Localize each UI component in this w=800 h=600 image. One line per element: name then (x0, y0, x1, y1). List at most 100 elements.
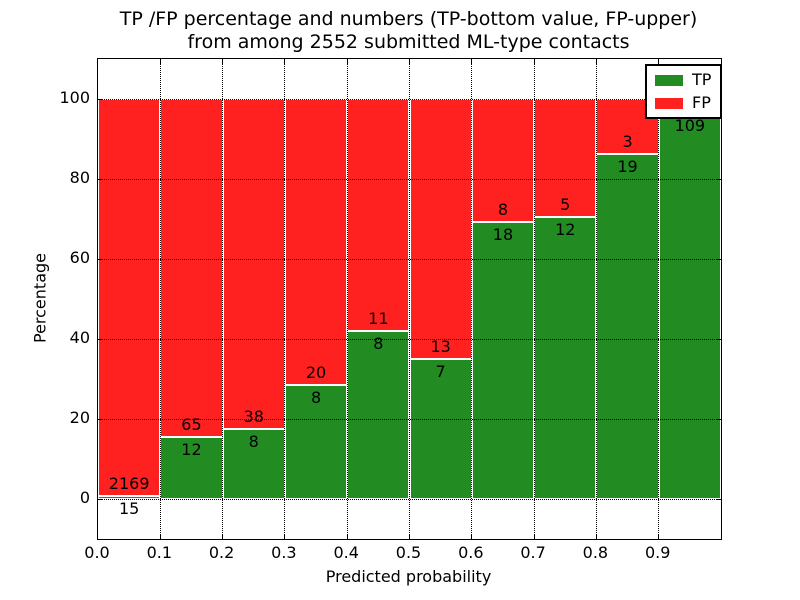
y-tick-label: 60 (69, 248, 90, 267)
x-tick-mark (533, 59, 535, 64)
bar-segment-tp (409, 359, 472, 499)
legend-swatch-tp (655, 74, 683, 86)
y-tick-label: 20 (69, 408, 90, 427)
legend: TP FP (645, 64, 723, 119)
x-tick-mark (222, 534, 224, 539)
bar-label-fp: 3 (622, 131, 633, 151)
x-tick-mark (658, 59, 660, 64)
bar-segment-tp (658, 113, 721, 499)
bar-segment-fp (284, 99, 348, 385)
x-tick-mark (159, 534, 161, 539)
gridline-vertical (284, 59, 286, 539)
legend-label: TP (692, 70, 712, 89)
bar-segment-tp (160, 436, 223, 499)
legend-row: TP (655, 71, 711, 89)
bar-label-tp: 19 (617, 156, 638, 176)
bar-segment-tp (222, 429, 285, 499)
y-tick-mark (716, 418, 721, 420)
x-tick-mark (409, 534, 410, 539)
bar-segment-fp (160, 99, 223, 437)
bar-label-fp: 5 (560, 194, 571, 214)
gridline-vertical (471, 59, 473, 539)
x-tick-label: 0.7 (520, 543, 546, 562)
x-tick-label: 0.8 (582, 543, 609, 562)
bar-segment-fp (471, 99, 535, 223)
bar-segment-tp (471, 222, 535, 499)
bar-segment-tp (596, 153, 659, 499)
bar-label-fp: 11 (368, 308, 389, 328)
bar-label-tp: 109 (674, 116, 706, 136)
chart-title-line2: from among 2552 submitted ML-type contac… (187, 31, 630, 53)
x-tick-mark (471, 59, 473, 64)
bar-label-tp: 12 (555, 219, 576, 239)
bar-label-fp: 65 (181, 414, 202, 434)
gridline-vertical (409, 59, 410, 539)
bar-label-tp: 7 (435, 362, 446, 381)
x-tick-mark (284, 534, 286, 539)
bar-segment-fp (409, 99, 472, 359)
bar-label-fp: 38 (243, 407, 264, 427)
bar-label-tp: 15 (118, 499, 140, 519)
y-tick-mark (98, 258, 103, 260)
gridline-vertical (658, 59, 660, 539)
bar-label-tp: 8 (373, 333, 384, 353)
bar-segment-tp (347, 330, 410, 499)
legend-label: FP (692, 93, 711, 112)
bar-label-tp: 8 (248, 432, 259, 452)
bar-label-tp: 12 (181, 439, 202, 459)
x-tick-label: 0.4 (333, 543, 359, 562)
bar-label-fp: 13 (430, 337, 451, 356)
x-tick-mark (533, 534, 535, 539)
x-tick-mark (222, 59, 224, 64)
y-tick-label: 0 (79, 488, 90, 507)
x-tick-mark (284, 59, 286, 64)
gridline-vertical (159, 59, 161, 539)
x-tick-mark (159, 59, 161, 64)
y-tick-mark (716, 498, 721, 500)
bar-label-tp: 18 (492, 225, 514, 245)
y-tick-mark (716, 258, 721, 260)
x-tick-mark (595, 59, 597, 64)
x-tick-mark (658, 534, 660, 539)
y-tick-mark (98, 498, 103, 500)
x-tick-mark (471, 534, 473, 539)
legend-swatch-fp (655, 97, 683, 109)
bar-label-fp: 2169 (108, 474, 150, 494)
y-tick-label: 40 (69, 328, 90, 347)
chart-title: TP /FP percentage and numbers (TP-bottom… (97, 8, 720, 54)
y-tick-mark (716, 338, 721, 340)
gridline-vertical (533, 59, 535, 539)
bar-label-tp: 8 (310, 387, 322, 407)
y-tick-label: 100 (59, 88, 90, 107)
bar-segment-tp (284, 384, 348, 499)
x-tick-label: 0.3 (271, 543, 297, 562)
x-tick-label: 0.6 (458, 543, 484, 562)
y-tick-label: 80 (69, 168, 90, 187)
bar-label-fp: 8 (497, 200, 509, 220)
y-tick-mark (98, 178, 103, 180)
bar-label-fp: 20 (305, 362, 327, 382)
x-tick-label: 0.0 (84, 543, 110, 562)
bar-segment-fp (222, 99, 285, 430)
x-tick-label: 0.2 (208, 543, 235, 562)
bar-segment-fp (98, 99, 161, 497)
plot-area: 2169 15 65 12 38 8 20 8 11 8 13 7 8 18 5 12 3 19 109 (97, 58, 722, 540)
x-tick-mark (595, 534, 597, 539)
x-axis-label: Predicted probability (325, 567, 492, 586)
y-tick-mark (98, 338, 103, 340)
chart-title-line1: TP /FP percentage and numbers (TP-bottom… (119, 8, 698, 30)
bar-segment-tp (534, 216, 597, 499)
gridline-vertical (346, 59, 348, 539)
x-tick-label: 0.9 (644, 543, 671, 562)
x-tick-label: 0.5 (395, 543, 422, 562)
gridline-vertical (222, 59, 224, 539)
legend-row: FP (655, 94, 711, 112)
y-tick-mark (716, 178, 721, 180)
x-tick-mark (409, 59, 410, 64)
y-tick-mark (98, 418, 103, 420)
bar-segment-fp (534, 99, 597, 217)
bar-segment-fp (347, 99, 410, 331)
x-tick-label: 0.1 (146, 543, 173, 562)
x-tick-mark (346, 59, 348, 64)
